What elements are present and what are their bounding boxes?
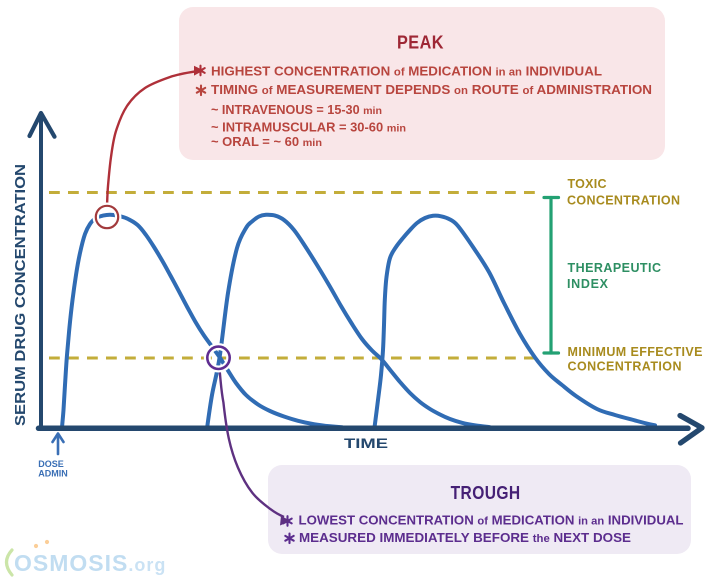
svg-text:INDEX: INDEX — [567, 277, 609, 291]
svg-text:MINIMUM EFFECTIVE: MINIMUM EFFECTIVE — [568, 345, 703, 359]
svg-text:DOSE: DOSE — [38, 459, 64, 469]
svg-text:~ INTRAVENOUS = 15-30 min: ~ INTRAVENOUS = 15-30 min — [211, 103, 382, 117]
svg-text:SERUM DRUG CONCENTRATION: SERUM DRUG CONCENTRATION — [12, 164, 29, 426]
svg-text:LOWEST CONCENTRATION of MEDICA: LOWEST CONCENTRATION of MEDICATION in an… — [299, 513, 684, 528]
svg-text:TOXIC: TOXIC — [568, 177, 607, 191]
svg-text:TROUGH: TROUGH — [451, 483, 521, 503]
svg-text:TIMING of MEASUREMENT DEPENDS: TIMING of MEASUREMENT DEPENDS on ROUTE o… — [211, 82, 652, 97]
svg-text:CONCENTRATION: CONCENTRATION — [567, 194, 680, 208]
svg-text:OSMOSIS.org: OSMOSIS.org — [14, 550, 166, 576]
svg-text:CONCENTRATION: CONCENTRATION — [568, 360, 682, 374]
svg-text:~ INTRAMUSCULAR = 30-60 min: ~ INTRAMUSCULAR = 30-60 min — [211, 121, 406, 135]
svg-text:ADMIN: ADMIN — [38, 469, 68, 479]
svg-text:PEAK: PEAK — [397, 33, 444, 53]
svg-text:~ ORAL = ~ 60 min: ~ ORAL = ~ 60 min — [211, 135, 322, 149]
svg-text:THERAPEUTIC: THERAPEUTIC — [568, 261, 662, 275]
svg-text:HIGHEST CONCENTRATION of MEDIC: HIGHEST CONCENTRATION of MEDICATION in a… — [211, 64, 602, 79]
svg-text:TIME: TIME — [344, 436, 388, 451]
svg-text:MEASURED IMMEDIATELY BEFORE th: MEASURED IMMEDIATELY BEFORE the NEXT DOS… — [299, 530, 631, 545]
